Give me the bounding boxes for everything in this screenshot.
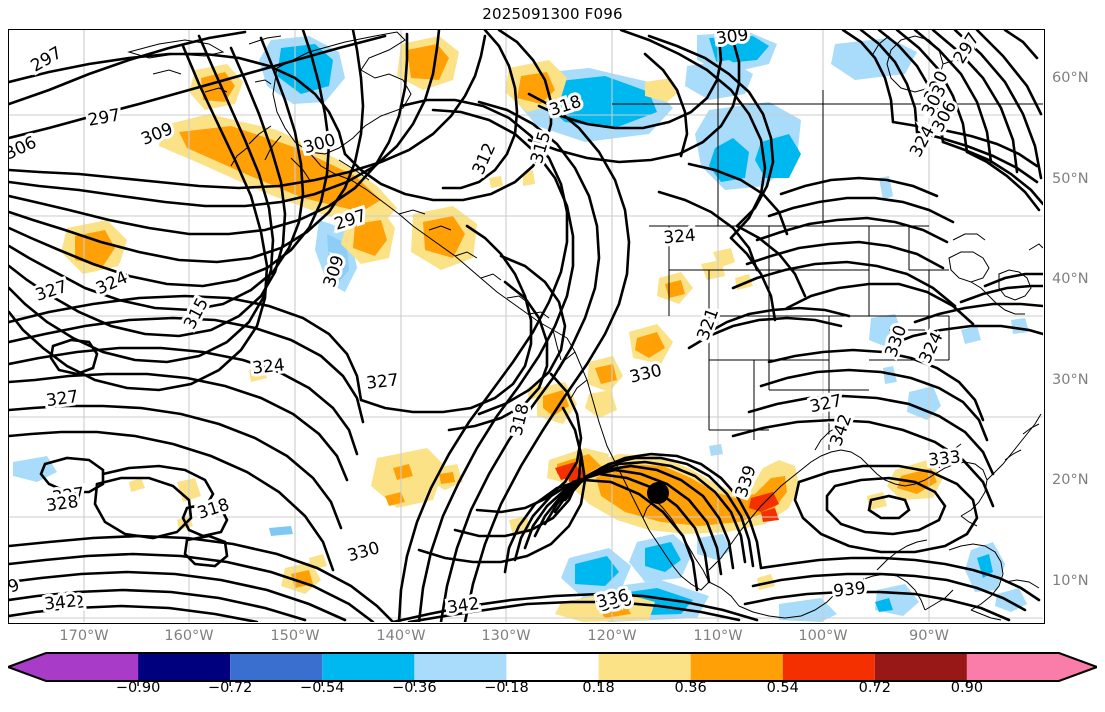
svg-text:324: 324 — [251, 355, 285, 378]
lon-label-140w: 140°W — [376, 628, 426, 644]
storm-center-marker — [647, 482, 669, 504]
colorbar-tick-label: 0.90 — [950, 680, 984, 696]
colorbar-tick-label: −0.18 — [484, 680, 529, 696]
colorbar-tick-label: −0.36 — [392, 680, 437, 696]
lat-label-30n: 30°N — [1052, 372, 1089, 388]
colorbar-segment — [138, 653, 231, 681]
svg-text:333: 333 — [927, 447, 961, 470]
colorbar-ticks — [137, 681, 968, 686]
svg-text:327: 327 — [51, 484, 86, 508]
lon-label-90w: 90°W — [908, 628, 950, 644]
lon-label-120w: 120°W — [587, 628, 637, 644]
colorbar-segment — [966, 653, 1097, 681]
svg-text:939: 939 — [832, 578, 866, 601]
colorbar-outline — [8, 652, 1097, 682]
svg-text:342: 342 — [43, 591, 77, 614]
svg-text:309: 309 — [715, 30, 750, 49]
colorbar-tick-label: 0.18 — [582, 680, 615, 696]
lat-label-20n: 20°N — [1052, 472, 1089, 488]
svg-text:342: 342 — [446, 594, 481, 618]
colorbar — [8, 651, 1097, 687]
colorbar-segment — [414, 653, 507, 681]
colorbar-tick-label: −0.54 — [300, 680, 345, 696]
svg-text:342: 342 — [51, 592, 85, 615]
colorbar-segment — [506, 653, 599, 681]
colorbar-tick-label: 0.72 — [858, 680, 891, 696]
colorbar-canvas — [8, 652, 1097, 686]
svg-text:327: 327 — [365, 370, 399, 393]
svg-text:324: 324 — [663, 226, 697, 249]
colorbar-segment — [8, 653, 139, 681]
map-panel: 297 297 297 297 306 306 309 309 300 300 297 297 309 3… — [8, 29, 1045, 624]
lon-label-100w: 100°W — [798, 628, 848, 644]
lat-label-40n: 40°N — [1052, 271, 1089, 287]
colorbar-segment — [690, 653, 783, 681]
colorbar-segment — [782, 653, 875, 681]
lon-label-110w: 110°W — [693, 628, 743, 644]
colorbar-segment — [230, 653, 323, 681]
colorbar-border — [8, 652, 1097, 682]
lat-label-60n: 60°N — [1052, 70, 1089, 86]
colorbar-segment — [598, 653, 691, 681]
lon-label-150w: 150°W — [270, 628, 320, 644]
lat-label-50n: 50°N — [1052, 171, 1089, 187]
svg-text:327: 327 — [45, 387, 80, 411]
svg-text:327: 327 — [51, 484, 86, 508]
colorbar-tick-label: 0.36 — [674, 680, 707, 696]
lon-label-130w: 130°W — [481, 628, 531, 644]
lon-label-160w: 160°W — [164, 628, 214, 644]
colorbar-tick-label: 0.54 — [766, 680, 799, 696]
lon-label-170w: 170°W — [59, 628, 109, 644]
page-title: 2025091300 F096 — [482, 5, 623, 23]
svg-text:328: 328 — [45, 492, 80, 516]
colorbar-segment — [322, 653, 415, 681]
colorbar-tick-label: −0.72 — [207, 680, 253, 696]
contour-layer — [9, 30, 1043, 622]
colorbar-tick-label: −0.90 — [115, 680, 161, 696]
lat-label-10n: 10°N — [1052, 573, 1089, 589]
colorbar-segments — [8, 653, 1097, 681]
colorbar-segment — [874, 653, 967, 681]
